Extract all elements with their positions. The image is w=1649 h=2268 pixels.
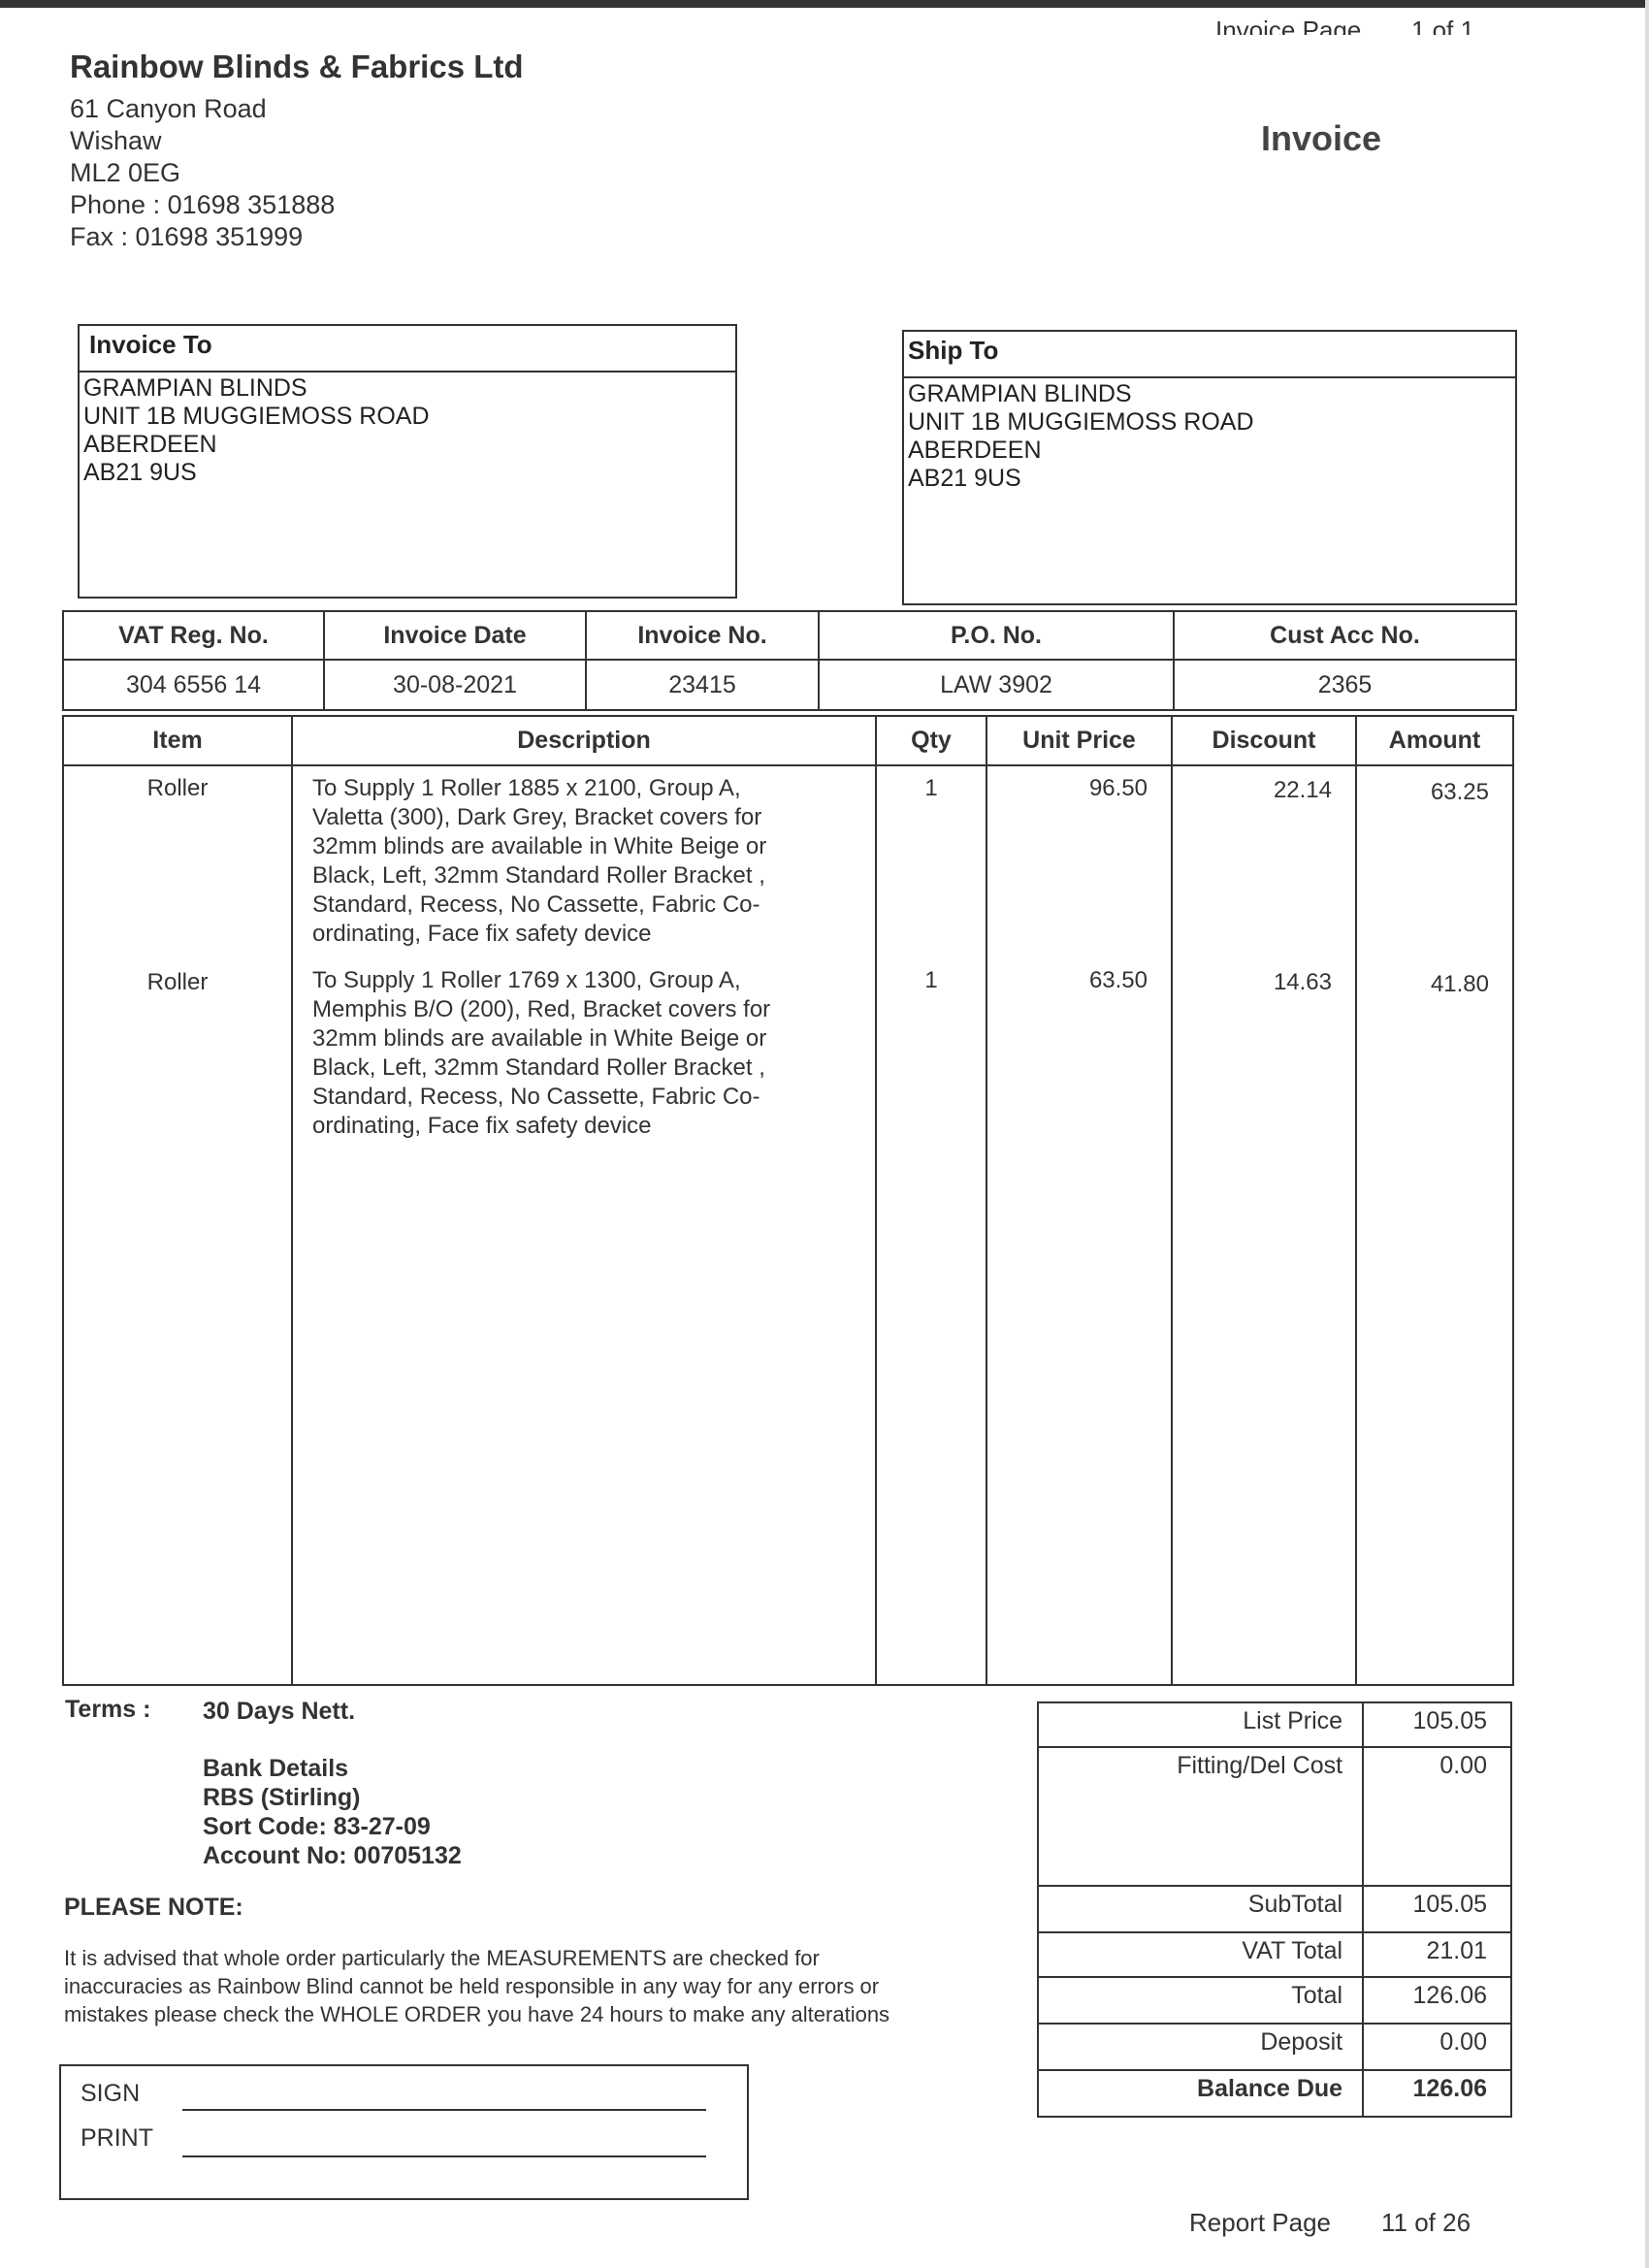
qty-value: 1	[924, 967, 938, 993]
account-no: Account No: 00705132	[203, 1842, 462, 1869]
fax: Fax : 01698 351999	[70, 222, 304, 251]
total-label: Total	[1036, 1976, 1365, 2025]
note-line: mistakes please check the WHOLE ORDER yo…	[64, 2002, 890, 2026]
note-line: It is advised that whole order particula…	[64, 1946, 820, 1970]
ship-to-line: GRAMPIAN BLINDS	[908, 380, 1132, 407]
ship-to-line: AB21 9US	[908, 465, 1021, 492]
invoice-to-box: Invoice To GRAMPIAN BLINDS UNIT 1B MUGGI…	[78, 324, 737, 599]
ship-to-heading: Ship To	[904, 332, 1515, 378]
subtotal-value: 105.05	[1362, 1885, 1512, 1933]
description-header: Description	[291, 715, 877, 766]
totals-table: List Price 105.05 Fitting/Del Cost 0.00 Su…	[1036, 1701, 1512, 2118]
invoice-info-table: VAT Reg. No. Invoice Date Invoice No. P.…	[62, 610, 1517, 711]
bank-heading: Bank Details	[203, 1755, 349, 1782]
invoice-page-value: 1 of 1	[1411, 17, 1475, 35]
invoice-to-line: GRAMPIAN BLINDS	[83, 374, 307, 402]
deposit-label: Deposit	[1036, 2023, 1365, 2071]
description-line: Black, Left, 32mm Standard Roller Bracke…	[312, 862, 765, 889]
bank-name: RBS (Stirling)	[203, 1784, 361, 1811]
bank-details: Bank Details RBS (Stirling) Sort Code: 8…	[203, 1754, 462, 1870]
description-line: 32mm blinds are available in White Beige…	[312, 1025, 767, 1052]
address-line: 61 Canyon Road	[70, 94, 267, 123]
po-no-value: LAW 3902	[818, 659, 1175, 711]
phone: Phone : 01698 351888	[70, 190, 336, 219]
description-line: ordinating, Face fix safety device	[312, 1113, 652, 1139]
balance-due-label: Balance Due	[1036, 2069, 1365, 2118]
amount-value: 63.25	[1430, 779, 1489, 805]
sign-line[interactable]	[182, 2109, 706, 2111]
note-line: inaccuracies as Rainbow Blind cannot be …	[64, 1974, 880, 1998]
address-line: Wishaw	[70, 126, 162, 155]
sort-code: Sort Code: 83-27-09	[203, 1813, 431, 1840]
subtotal-label: SubTotal	[1036, 1885, 1365, 1933]
note-text: It is advised that whole order particula…	[64, 1944, 995, 2028]
invoice-page-label: Invoice Page	[1215, 17, 1362, 35]
address-line: ML2 0EG	[70, 158, 181, 187]
amount-header: Amount	[1355, 715, 1514, 766]
qty-header: Qty	[875, 715, 987, 766]
item-name: Roller	[146, 775, 209, 801]
vat-reg-header: VAT Reg. No.	[62, 610, 325, 661]
invoice-to-line: AB21 9US	[83, 459, 197, 486]
unit-price-header: Unit Price	[986, 715, 1173, 766]
items-table: Item Description Qty Unit Price Discount…	[62, 715, 1514, 1686]
vat-total-label: VAT Total	[1036, 1931, 1365, 1978]
unit-price-value: 96.50	[1088, 775, 1148, 801]
report-page-label: Report Page	[1189, 2208, 1331, 2237]
po-no-header: P.O. No.	[818, 610, 1175, 661]
invoice-to-line: UNIT 1B MUGGIEMOSS ROAD	[83, 403, 430, 430]
item-header: Item	[62, 715, 293, 766]
fitting-cost-label: Fitting/Del Cost	[1036, 1746, 1365, 1887]
fitting-cost-value: 0.00	[1362, 1746, 1512, 1887]
invoice-to-line: ABERDEEN	[83, 431, 217, 458]
amount-value: 41.80	[1430, 971, 1489, 997]
company-name: Rainbow Blinds & Fabrics Ltd	[70, 49, 524, 84]
total-value: 126.06	[1362, 1976, 1512, 2025]
doc-title: Invoice	[1261, 118, 1382, 158]
description-line: Black, Left, 32mm Standard Roller Bracke…	[312, 1054, 765, 1081]
report-page-value: 11 of 26	[1381, 2208, 1471, 2237]
description-line: Standard, Recess, No Cassette, Fabric Co…	[312, 1084, 760, 1110]
balance-due-value: 126.06	[1362, 2069, 1512, 2118]
ship-to-line: UNIT 1B MUGGIEMOSS ROAD	[908, 408, 1254, 436]
invoice-date-value: 30-08-2021	[323, 659, 587, 711]
cust-acc-value: 2365	[1173, 659, 1517, 711]
description-line: To Supply 1 Roller 1885 x 2100, Group A,	[312, 775, 741, 801]
vat-reg-value: 304 6556 14	[62, 659, 325, 711]
description-line: 32mm blinds are available in White Beige…	[312, 833, 767, 859]
unit-price-value: 63.50	[1088, 967, 1148, 993]
terms-value: 30 Days Nett.	[203, 1698, 356, 1725]
discount-header: Discount	[1171, 715, 1357, 766]
list-price-label: List Price	[1036, 1701, 1365, 1748]
scan-edge	[1645, 0, 1649, 2268]
invoice-date-header: Invoice Date	[323, 610, 587, 661]
discount-value: 22.14	[1273, 777, 1332, 803]
cust-acc-header: Cust Acc No.	[1173, 610, 1517, 661]
invoice-to-heading: Invoice To	[80, 326, 735, 373]
list-price-value: 105.05	[1362, 1701, 1512, 1748]
description-line: Memphis B/O (200), Red, Bracket covers f…	[312, 996, 771, 1022]
note-heading: PLEASE NOTE:	[64, 1894, 243, 1921]
description-line: Standard, Recess, No Cassette, Fabric Co…	[312, 891, 760, 918]
signature-box: SIGN PRINT	[59, 2064, 749, 2200]
description-line: Valetta (300), Dark Grey, Bracket covers…	[312, 804, 762, 830]
company-address: 61 Canyon Road Wishaw ML2 0EG Phone : 01…	[70, 93, 335, 253]
invoice-no-header: Invoice No.	[585, 610, 820, 661]
description-line: ordinating, Face fix safety device	[312, 921, 652, 947]
terms-label: Terms :	[65, 1696, 151, 1723]
invoice-no-value: 23415	[585, 659, 820, 711]
ship-to-box: Ship To GRAMPIAN BLINDS UNIT 1B MUGGIEMO…	[902, 330, 1517, 605]
table-row: Roller Roller To Supply 1 Roller 1885 x …	[62, 764, 1514, 1686]
sign-label: SIGN	[81, 2080, 141, 2107]
vat-total-value: 21.01	[1362, 1931, 1512, 1978]
qty-value: 1	[924, 775, 938, 801]
scan-border	[0, 0, 1649, 8]
item-name: Roller	[146, 969, 209, 995]
print-line[interactable]	[182, 2155, 706, 2157]
deposit-value: 0.00	[1362, 2023, 1512, 2071]
discount-value: 14.63	[1273, 969, 1332, 995]
description-line: To Supply 1 Roller 1769 x 1300, Group A,	[312, 967, 741, 993]
ship-to-line: ABERDEEN	[908, 437, 1042, 464]
print-label: PRINT	[81, 2124, 153, 2152]
